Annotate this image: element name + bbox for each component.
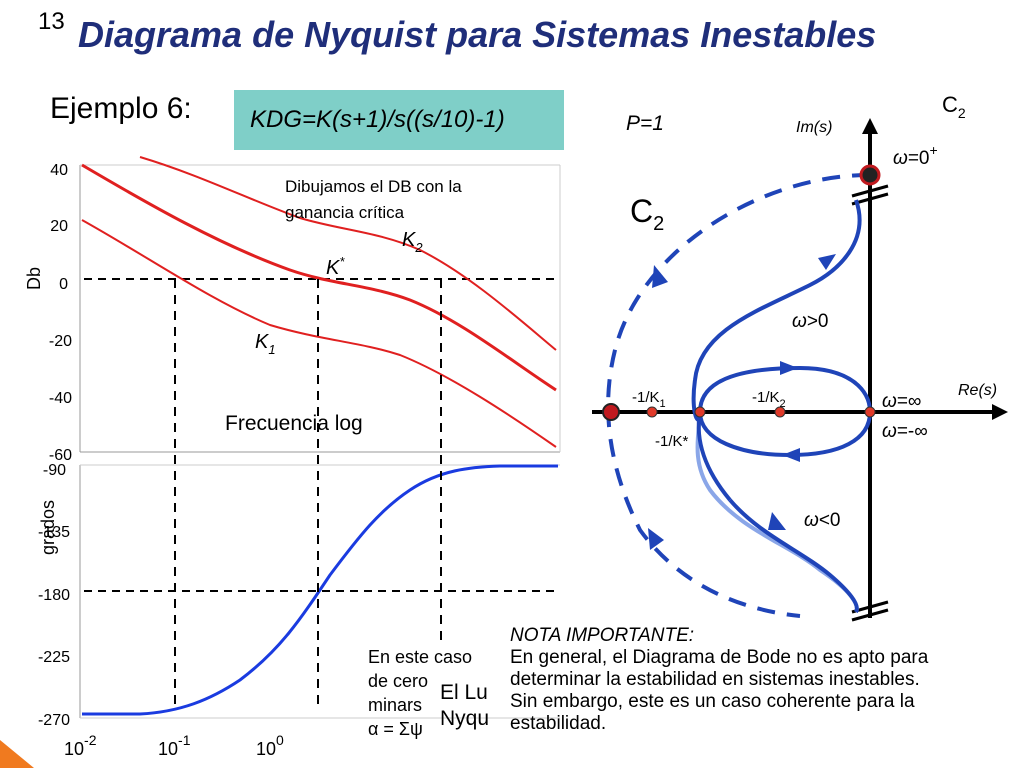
- mag-ylabel: Db: [24, 267, 44, 290]
- point-k1: [646, 406, 658, 418]
- partial-line-4: α = Σψ: [368, 719, 423, 739]
- example-label: Ejemplo 6:: [50, 92, 192, 125]
- phase-ytick-m225: -225: [38, 649, 70, 666]
- c2-small-label: C2: [942, 92, 966, 121]
- k2-label: K2: [402, 229, 423, 255]
- kstar-label: K*: [326, 254, 345, 279]
- slide-title: Diagrama de Nyquist para Sistemas Inesta…: [78, 14, 877, 55]
- mag-ytick-m60: -60: [49, 447, 72, 464]
- note-box: NOTA IMPORTANTE: En general, el Diagrama…: [510, 625, 1015, 735]
- phase-xtick-3: 100: [256, 732, 284, 759]
- phase-ylabel: grados: [38, 500, 58, 555]
- nyquist-plot: P=1 C2 C2 Im(s) Re(s) ω=0+ ω>0 ω<0 ω=∞ ω…: [592, 92, 1008, 622]
- point-winf: [864, 406, 876, 418]
- mag-annotation-line2: ganancia crítica: [285, 203, 405, 222]
- note-line-4: estabilidad.: [510, 713, 607, 734]
- note-line-1: En general, el Diagrama de Bode no es ap…: [510, 647, 929, 668]
- mag-ytick-m40: -40: [49, 390, 72, 407]
- w0-label: ω=0+: [893, 142, 938, 169]
- curve-kstar: [81, 163, 557, 392]
- partial-text-middle: El Lu Nyqu: [440, 680, 489, 732]
- partial-line-1: En este caso: [368, 647, 473, 667]
- slide-number: 13: [38, 8, 65, 35]
- wpos-label: ω>0: [792, 311, 828, 332]
- note-title: NOTA IMPORTANTE:: [510, 625, 695, 646]
- transfer-function-text: KDG=K(s+1)/s((s/10)-1): [250, 106, 505, 133]
- partial-line-2: de cero: [368, 671, 429, 691]
- mag-ytick-40: 40: [50, 162, 68, 179]
- re-label: Re(s): [958, 382, 997, 399]
- neg1k1-label: -1/K1: [632, 389, 666, 410]
- partial-text-left: En este caso de cero minars α = Σψ: [368, 645, 472, 741]
- k1-label: K1: [255, 331, 276, 357]
- neg1kstar-label: -1/K*: [655, 433, 689, 450]
- note-line-3: Sin embargo, este es un caso coherente p…: [510, 691, 915, 712]
- phase-ytick-m270: -270: [38, 712, 70, 729]
- curve-k2: [139, 156, 557, 351]
- phase-ytick-m180: -180: [38, 587, 70, 604]
- transfer-function-box: [234, 90, 564, 150]
- wneginf-label: ω=-∞: [882, 421, 928, 442]
- mag-annotation-line1: Dibujamos el DB con la: [285, 177, 462, 196]
- c2-big-label: C2: [630, 193, 664, 235]
- phase-xtick-1: 10-2: [64, 732, 97, 759]
- corner-decoration: [0, 740, 34, 768]
- point-kstar: [694, 406, 706, 418]
- partial-line-5: El Lu: [440, 681, 488, 704]
- nyquist-curve: [691, 199, 862, 422]
- phase-ytick-m90: -90: [43, 462, 66, 479]
- bode-phase-plot: -90 -135 -180 -225 -270 grados 10-2 10-1…: [38, 462, 560, 759]
- im-label: Im(s): [796, 119, 832, 136]
- winf-label: ω=∞: [882, 391, 921, 412]
- p-label: P=1: [626, 112, 664, 135]
- mag-ytick-20: 20: [50, 218, 68, 235]
- mag-ytick-m20: -20: [49, 333, 72, 350]
- phase-xtick-2: 10-1: [158, 732, 191, 759]
- note-line-2: determinar la estabilidad en sistemas in…: [510, 669, 920, 690]
- phase-curve: [82, 464, 558, 716]
- partial-line-3: minars: [368, 695, 423, 715]
- bode-magnitude-plot: 40 20 0 -20 -40 -60 Db Dibujamos el DB c…: [24, 156, 561, 464]
- phase-ytick-m135: -135: [38, 524, 70, 541]
- mag-xlabel: Frecuencia log: [225, 412, 363, 435]
- mag-ytick-0: 0: [59, 276, 68, 293]
- curve-k1: [81, 219, 557, 448]
- c2-contour: [606, 173, 871, 618]
- point-k2: [774, 406, 786, 418]
- partial-line-6: Nyqu: [440, 707, 490, 730]
- frequency-markers: [174, 279, 442, 710]
- neg1k2-label: -1/K2: [752, 389, 786, 410]
- wneg-label: ω<0: [804, 510, 840, 531]
- point-w0: [859, 164, 881, 186]
- point-minus1: [602, 403, 620, 421]
